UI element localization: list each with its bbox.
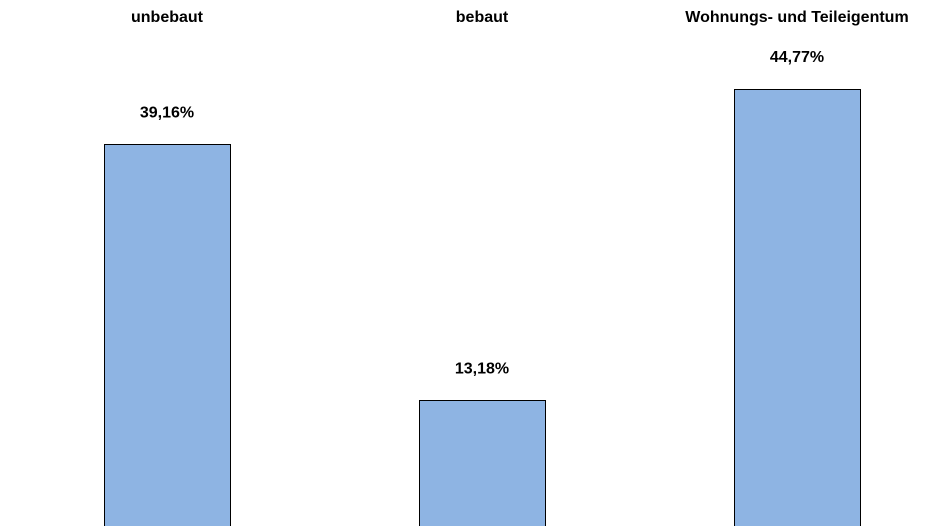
value-label: 13,18%: [455, 360, 509, 377]
value-label: 44,77%: [770, 49, 824, 66]
bar: [734, 89, 861, 526]
category-label: Wohnungs- und Teileigentum: [685, 9, 908, 26]
bar: [419, 400, 546, 526]
category-label: bebaut: [456, 9, 509, 26]
bar: [104, 144, 231, 526]
category-label: unbebaut: [131, 9, 204, 26]
value-label: 39,16%: [140, 104, 194, 121]
